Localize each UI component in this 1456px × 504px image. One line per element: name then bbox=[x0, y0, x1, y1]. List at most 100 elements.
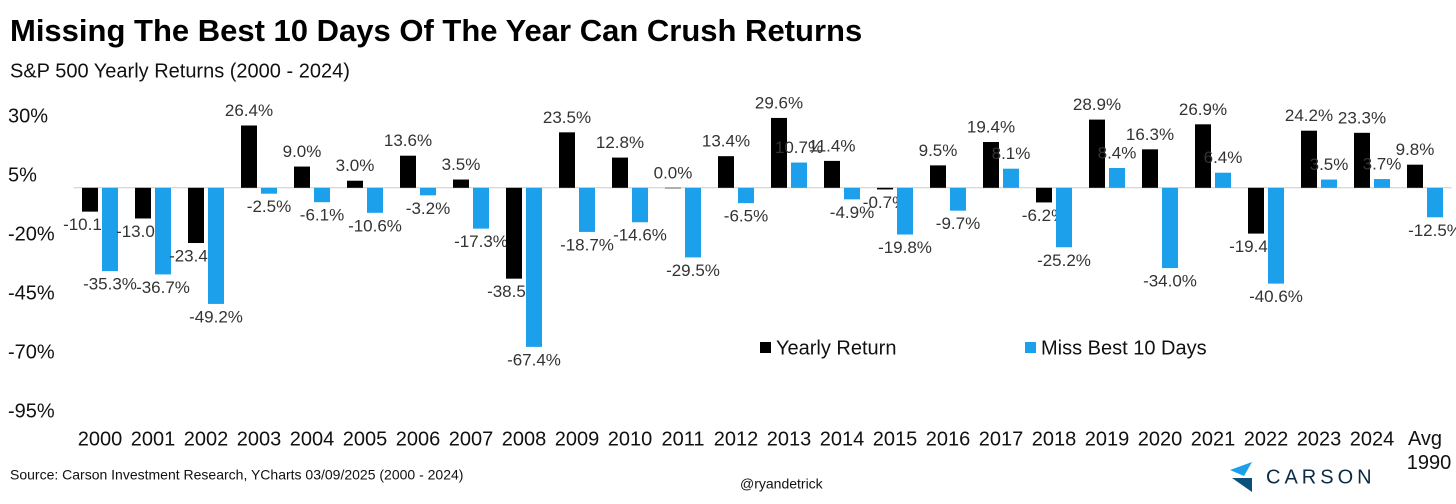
x-tick-label: 2018 bbox=[1032, 428, 1077, 450]
bar bbox=[685, 187, 701, 258]
value-label: -40.6% bbox=[1249, 287, 1303, 306]
y-tick-label: -45% bbox=[8, 282, 55, 304]
y-tick-label: -20% bbox=[8, 223, 55, 245]
value-label: 12.8% bbox=[596, 133, 644, 152]
bar bbox=[718, 156, 734, 188]
x-tick-label: 2024 bbox=[1350, 428, 1395, 450]
value-label: 13.4% bbox=[702, 132, 750, 151]
legend-label: Miss Best 10 Days bbox=[1041, 337, 1207, 359]
value-label: 3.7% bbox=[1363, 155, 1402, 174]
value-label: 3.5% bbox=[442, 155, 481, 174]
value-label: -18.7% bbox=[560, 235, 614, 254]
x-tick-label: 2003 bbox=[237, 428, 282, 450]
bar bbox=[930, 165, 946, 188]
bar bbox=[950, 187, 966, 211]
legend-swatch bbox=[760, 342, 771, 353]
bar bbox=[1162, 187, 1178, 269]
x-tick-label: 2000 bbox=[78, 428, 123, 450]
value-label: 0.0% bbox=[654, 163, 693, 182]
bar bbox=[1354, 132, 1370, 188]
bar bbox=[1036, 187, 1052, 203]
bar bbox=[526, 187, 542, 347]
bar bbox=[1109, 167, 1125, 188]
x-tick-label: 2011 bbox=[661, 428, 704, 450]
value-label: 9.0% bbox=[283, 142, 322, 161]
bar bbox=[208, 187, 224, 304]
value-label: 13.6% bbox=[384, 131, 432, 150]
bar bbox=[314, 187, 330, 203]
value-label: -35.3% bbox=[83, 275, 137, 294]
value-label: 9.5% bbox=[919, 141, 958, 160]
bar bbox=[824, 160, 840, 188]
bar bbox=[453, 179, 469, 188]
value-label: -2.5% bbox=[247, 197, 291, 216]
value-label: 8.1% bbox=[992, 144, 1031, 163]
x-tick-label: 2009 bbox=[555, 428, 600, 450]
value-label: 29.6% bbox=[755, 93, 803, 112]
bar bbox=[294, 166, 310, 188]
value-label: 23.3% bbox=[1338, 108, 1386, 127]
x-tick-label: 2021 bbox=[1191, 428, 1236, 450]
credit: @ryandetrick bbox=[740, 476, 824, 492]
bar bbox=[738, 187, 754, 204]
bar bbox=[400, 155, 416, 188]
bar bbox=[771, 117, 787, 188]
value-label: 3.5% bbox=[1310, 155, 1349, 174]
value-label: 16.3% bbox=[1126, 125, 1174, 144]
bar bbox=[347, 180, 363, 188]
bar bbox=[188, 187, 204, 244]
bar bbox=[791, 162, 807, 188]
bar bbox=[632, 187, 648, 223]
x-tick-label: 2006 bbox=[396, 428, 441, 450]
value-label: 28.9% bbox=[1073, 95, 1121, 114]
legend-swatch bbox=[1025, 342, 1036, 353]
x-tick-label: 2017 bbox=[979, 428, 1024, 450]
x-tick-label: 2008 bbox=[502, 428, 547, 450]
bar bbox=[155, 187, 171, 275]
x-tick-label: 2023 bbox=[1297, 428, 1342, 450]
x-tick-label: 2013 bbox=[767, 428, 812, 450]
x-tick-label: 2016 bbox=[926, 428, 971, 450]
value-label: -3.2% bbox=[406, 199, 450, 218]
value-label: -6.1% bbox=[300, 206, 344, 225]
bar bbox=[844, 187, 860, 200]
brand-logo: CARSON bbox=[1230, 462, 1376, 492]
value-label: -34.0% bbox=[1143, 272, 1197, 291]
x-tick-label: 2007 bbox=[449, 428, 494, 450]
x-tick-label: 2020 bbox=[1138, 428, 1183, 450]
bar bbox=[367, 187, 383, 213]
x-tick-label: 2004 bbox=[290, 428, 335, 450]
value-label: -36.7% bbox=[136, 278, 190, 297]
x-tick-label: 2015 bbox=[873, 428, 918, 450]
value-label: -6.2% bbox=[1022, 206, 1066, 225]
value-label: -29.5% bbox=[666, 261, 720, 280]
bar bbox=[1003, 168, 1019, 188]
bar bbox=[261, 187, 277, 194]
bar bbox=[1056, 187, 1072, 248]
x-tick-label: 2005 bbox=[343, 428, 388, 450]
bar bbox=[1195, 124, 1211, 188]
bar bbox=[102, 187, 118, 272]
bar bbox=[135, 187, 151, 219]
value-label: -67.4% bbox=[507, 350, 561, 369]
x-tick-label: 2001 bbox=[131, 428, 176, 450]
brand-name: CARSON bbox=[1266, 466, 1376, 488]
value-label: 26.9% bbox=[1179, 100, 1227, 119]
value-label: -14.6% bbox=[613, 226, 667, 245]
bar bbox=[877, 187, 893, 190]
x-tick-label: 2019 bbox=[1085, 428, 1130, 450]
bar bbox=[983, 142, 999, 188]
bar bbox=[1374, 179, 1390, 188]
x-tick-label: 2010 bbox=[608, 428, 653, 450]
value-label: 26.4% bbox=[225, 101, 273, 120]
source-note: Source: Carson Investment Research, YCha… bbox=[10, 467, 463, 483]
bar bbox=[1089, 119, 1105, 188]
value-label: -49.2% bbox=[189, 307, 243, 326]
value-label: 8.4% bbox=[1098, 143, 1137, 162]
y-tick-label: -70% bbox=[8, 341, 55, 363]
bar bbox=[1427, 187, 1443, 218]
bar bbox=[897, 187, 913, 235]
y-tick-label: -95% bbox=[8, 400, 55, 422]
bar bbox=[506, 187, 522, 279]
